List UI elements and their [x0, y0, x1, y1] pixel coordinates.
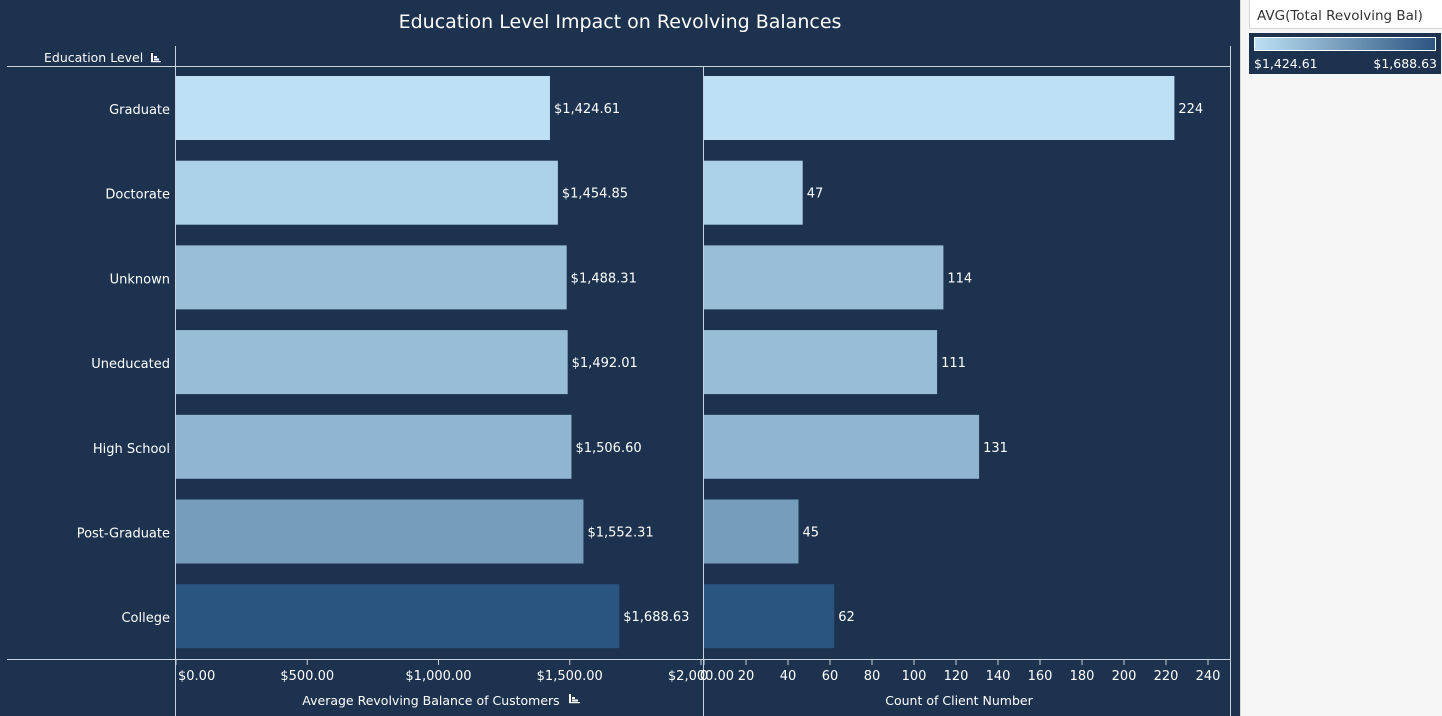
client-count-bar-post-graduate[interactable] [704, 499, 799, 564]
client-count-tick-label-3: 60 [822, 669, 839, 684]
client-count-axis-title[interactable]: Count of Client Number [885, 693, 1033, 708]
category-label-college[interactable]: College [121, 611, 170, 626]
avg-balance-tick-label-4: $2,000.00 [668, 669, 734, 684]
category-label-graduate[interactable]: Graduate [109, 103, 170, 118]
color-legend[interactable]: $1,424.61 $1,688.63 [1249, 33, 1441, 74]
client-count-bar-high-school[interactable] [704, 414, 980, 479]
avg-balance-bar-post-graduate[interactable] [176, 499, 584, 564]
client-count-tick-label-12: 240 [1196, 669, 1221, 684]
avg-balance-bar-unknown[interactable] [176, 245, 567, 310]
client-count-value-label-unknown: 114 [947, 271, 972, 286]
category-label-high-school[interactable]: High School [93, 442, 170, 457]
avg-balance-axis-title[interactable]: Average Revolving Balance of Customers [302, 693, 559, 708]
avg-balance-bar-high-school[interactable] [176, 414, 572, 479]
legend-color-ramp [1254, 37, 1436, 51]
client-count-tick-label-6: 120 [944, 669, 969, 684]
legend-title-box[interactable]: AVG(Total Revolving Bal) [1249, 0, 1442, 29]
client-count-value-label-graduate: 224 [1178, 102, 1203, 117]
avg-balance-value-label-graduate: $1,424.61 [554, 102, 620, 117]
client-count-tick-label-8: 160 [1028, 669, 1053, 684]
client-count-value-label-high-school: 131 [983, 441, 1008, 456]
avg-balance-value-label-uneducated: $1,492.01 [572, 356, 638, 371]
client-count-value-label-college: 62 [838, 610, 855, 625]
client-count-tick-label-5: 100 [902, 669, 927, 684]
avg-balance-tick-label-1: $500.00 [280, 669, 334, 684]
legend-title: AVG(Total Revolving Bal) [1257, 8, 1423, 24]
client-count-tick-label-1: 20 [738, 669, 755, 684]
client-count-bar-graduate[interactable] [704, 76, 1175, 140]
category-label-post-graduate[interactable]: Post-Graduate [77, 527, 170, 542]
avg-balance-bar-graduate[interactable] [176, 76, 550, 140]
chart-area: Graduate Doctorate Unknown Uneducated High S… [7, 46, 1231, 716]
avg-balance-tick-label-2: $1,000.00 [405, 669, 471, 684]
client-count-bar-college[interactable] [704, 584, 835, 649]
client-count-tick-label-10: 200 [1112, 669, 1137, 684]
legend-max-label: $1,688.63 [1373, 56, 1437, 71]
avg-balance-value-label-post-graduate: $1,552.31 [587, 526, 653, 541]
avg-balance-bar-doctorate[interactable] [176, 160, 558, 225]
avg-balance-tick-label-3: $1,500.00 [537, 669, 603, 684]
client-count-bar-uneducated[interactable] [704, 330, 938, 395]
client-count-value-label-doctorate: 47 [807, 187, 824, 202]
avg-balance-bar-college[interactable] [176, 584, 620, 649]
client-count-tick-label-2: 40 [780, 669, 797, 684]
axis-sort-icon[interactable] [569, 694, 580, 704]
chart-title: Education Level Impact on Revolving Bala… [398, 11, 842, 33]
avg-balance-bar-uneducated[interactable] [176, 330, 568, 395]
client-count-tick-label-9: 180 [1070, 669, 1095, 684]
client-count-tick-label-11: 220 [1154, 669, 1179, 684]
legend-min-label: $1,424.61 [1254, 56, 1318, 71]
avg-balance-tick-label-0: $0.00 [178, 669, 215, 684]
category-label-doctorate[interactable]: Doctorate [105, 188, 170, 203]
category-label-uneducated[interactable]: Uneducated [91, 357, 170, 372]
client-count-tick-label-0: 0 [700, 669, 708, 684]
client-count-tick-label-4: 80 [864, 669, 881, 684]
client-count-value-label-post-graduate: 45 [803, 526, 820, 541]
avg-balance-value-label-college: $1,688.63 [623, 610, 689, 625]
category-label-unknown[interactable]: Unknown [110, 272, 170, 287]
client-count-tick-label-7: 140 [986, 669, 1011, 684]
dashboard: Education Level Impact on Revolving Bala… [0, 0, 1240, 716]
education-level-header-label: Education Level [44, 50, 144, 65]
legend-panel: AVG(Total Revolving Bal) $1,424.61 $1,68… [1240, 0, 1442, 716]
avg-balance-value-label-high-school: $1,506.60 [575, 441, 641, 456]
avg-balance-value-label-doctorate: $1,454.85 [562, 187, 628, 202]
client-count-value-label-uneducated: 111 [941, 356, 966, 371]
client-count-bar-doctorate[interactable] [704, 160, 803, 225]
avg-balance-value-label-unknown: $1,488.31 [571, 271, 637, 286]
education-level-header[interactable]: Education Level [44, 50, 162, 65]
sort-icon[interactable] [150, 52, 162, 63]
client-count-bar-unknown[interactable] [704, 245, 944, 310]
